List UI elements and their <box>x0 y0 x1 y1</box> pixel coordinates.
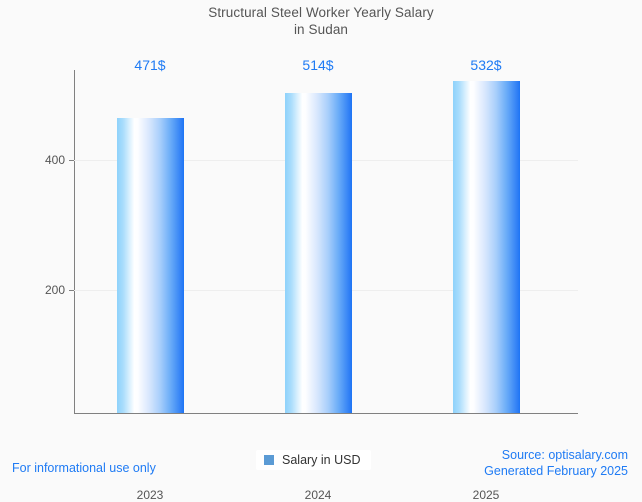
bar-2023[interactable] <box>117 118 184 413</box>
chart-title: Structural Steel Worker Yearly Salary in… <box>0 4 642 38</box>
plot-area: 400 200 471$ 514$ 532$ 2023 2024 2025 <box>45 57 578 502</box>
y-axis-line <box>74 70 75 414</box>
legend-item-label: Salary in USD <box>282 453 361 467</box>
bar-value-label-2023: 471$ <box>134 57 166 73</box>
x-axis-line <box>74 413 578 414</box>
legend-swatch-icon <box>264 455 274 465</box>
y-tick-label-200: 200 <box>44 283 65 297</box>
bar-value-label-2024: 514$ <box>302 57 334 73</box>
y-tick-label-400: 400 <box>44 153 65 167</box>
chart-legend[interactable]: Salary in USD <box>256 450 371 470</box>
bar-2024[interactable] <box>285 93 352 413</box>
generated-text: Generated February 2025 <box>484 464 628 478</box>
chart-title-line-2: in Sudan <box>293 22 349 37</box>
bar-2025[interactable] <box>453 81 520 413</box>
source-text: Source: optisalary.com <box>501 448 628 462</box>
source-block: Source: optisalary.com Generated Februar… <box>484 447 628 479</box>
chart-title-line-1: Structural Steel Worker Yearly Salary <box>208 5 434 20</box>
x-tick-label-2025: 2025 <box>472 488 500 502</box>
tickmark-400 <box>69 160 74 161</box>
x-tick-label-2024: 2024 <box>304 488 332 502</box>
x-tick-label-2023: 2023 <box>136 488 164 502</box>
disclaimer-text: For informational use only <box>12 461 156 475</box>
tickmark-200 <box>69 290 74 291</box>
bar-value-label-2025: 532$ <box>470 57 502 73</box>
chart-container: Structural Steel Worker Yearly Salary in… <box>0 4 642 502</box>
